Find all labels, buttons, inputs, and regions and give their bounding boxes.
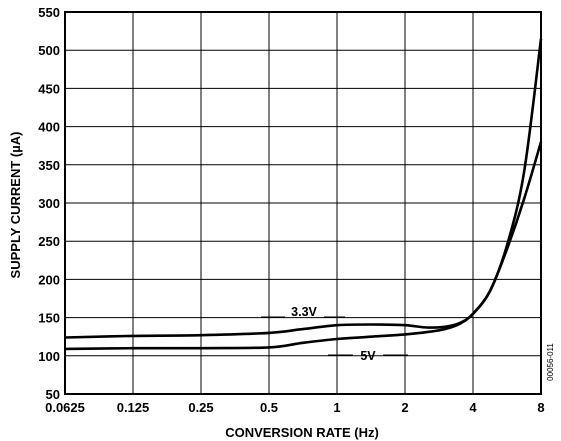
series-lines	[64, 38, 543, 351]
x-tick-labels: 0.0625 0.125 0.25 0.5 1 2 4 8	[45, 400, 545, 415]
figure-id: 00056-011	[546, 343, 555, 381]
series-name-3.3v: 3.3V	[291, 305, 317, 319]
x-axis-title: CONVERSION RATE (Hz)	[225, 425, 379, 440]
x-tick-label: 4	[469, 400, 477, 415]
plot-frame	[64, 11, 542, 395]
y-tick-label: 400	[38, 120, 60, 135]
x-tick-label: 2	[401, 400, 408, 415]
y-axis-title: SUPPLY CURRENT (µA)	[8, 132, 23, 279]
y-tick-label: 200	[38, 272, 60, 287]
x-tick-label: 0.0625	[45, 400, 85, 415]
x-tick-label: 0.5	[260, 400, 278, 415]
series-label-3.3v: 3.3V	[261, 305, 345, 319]
x-tick-label: 0.125	[117, 400, 150, 415]
series-label-5v: 5V	[328, 349, 408, 363]
y-tick-label: 450	[38, 81, 60, 96]
series-line-5v	[64, 141, 543, 351]
x-tick-label: 0.25	[188, 400, 213, 415]
y-tick-label: 350	[38, 158, 60, 173]
y-tick-label: 250	[38, 234, 60, 249]
series-name-5v: 5V	[360, 349, 376, 363]
y-tick-label: 550	[38, 5, 60, 20]
x-tick-label: 8	[537, 400, 544, 415]
y-tick-label: 150	[38, 311, 60, 326]
series-line-3.3v	[64, 38, 543, 339]
y-tick-label: 100	[38, 349, 60, 364]
y-tick-label: 300	[38, 196, 60, 211]
x-tick-label: 1	[333, 400, 340, 415]
y-tick-labels: 50 100 150 200 250 300 350 400 450 500 550	[38, 5, 60, 402]
y-tick-label: 500	[38, 43, 60, 58]
y-tick-label: 50	[46, 387, 60, 402]
grid	[64, 11, 542, 395]
